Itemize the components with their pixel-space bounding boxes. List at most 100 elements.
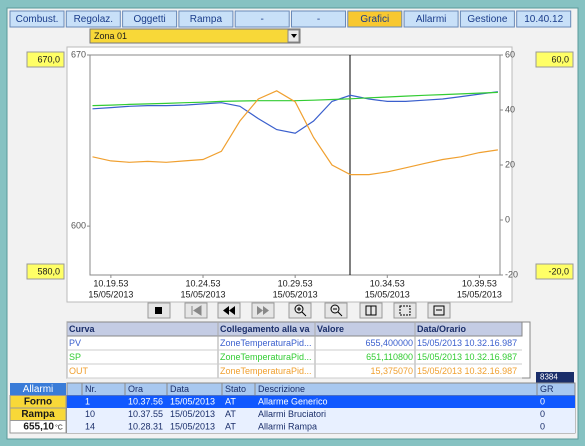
y2-tick-label: -20 [505, 269, 518, 279]
zone-select: Zona 01 [94, 31, 127, 41]
tab-label: - [261, 14, 264, 25]
scale-box [535, 263, 574, 280]
alarm-header-label: Stato [225, 384, 246, 394]
tab-label: Rampa [190, 14, 223, 25]
x-tick-label: 10.24.53 [185, 278, 220, 288]
x-tick-label: 10.39.53 [462, 278, 497, 288]
curve-link: ZoneTemperaturaPid... [220, 352, 312, 362]
zoom-in-button[interactable] [288, 302, 312, 319]
zoom-out-button[interactable] [324, 302, 348, 319]
alarm-row[interactable] [67, 395, 575, 409]
alarm-cell: 0 [540, 421, 545, 431]
alarm-row[interactable] [67, 420, 575, 434]
icon [333, 308, 343, 317]
curve-link: ZoneTemperaturaPid... [220, 366, 312, 376]
y2-tick-label: 0 [505, 214, 510, 224]
alarm-cell: 0 [540, 409, 545, 419]
alarm-title: Allarmi [23, 384, 54, 395]
unit: °C [55, 423, 63, 431]
counter-box [536, 372, 574, 383]
tab[interactable] [403, 10, 459, 28]
y-tick-label: 600 [71, 220, 86, 230]
scale-label: 60,0 [551, 54, 569, 64]
counter: 8384 [540, 373, 558, 382]
curve-name: PV [69, 338, 81, 348]
icon [365, 305, 377, 316]
icon [297, 307, 307, 317]
reading-box [9, 420, 67, 434]
alarm-title-box[interactable] [10, 383, 66, 396]
tab[interactable] [9, 10, 65, 28]
reading: 655,10 [23, 422, 54, 433]
tab[interactable] [459, 10, 515, 28]
icon [223, 306, 235, 315]
dropdown-arrow [291, 34, 297, 38]
curve-link: ZoneTemperaturaPid... [220, 338, 312, 348]
tab[interactable] [178, 10, 234, 28]
x-tick-label: 10.29.53 [278, 278, 313, 288]
series-line [92, 91, 498, 107]
alarm-row[interactable] [67, 408, 575, 421]
curve-value: 655,400000 [365, 338, 413, 348]
alarm-cell: 15/05/2013 [170, 409, 215, 419]
scale-label: -20,0 [548, 266, 569, 276]
alarm-cell: 15/05/2013 [170, 421, 215, 431]
scale-box [26, 263, 65, 280]
alarm-header-label: Ora [128, 384, 143, 394]
alarm-cell: Allarme Generico [258, 396, 328, 406]
tab-label: - [317, 14, 320, 25]
alarm-header-label: Descrizione [258, 384, 305, 394]
alarm-cell: 14 [85, 421, 95, 431]
scale-box [535, 51, 574, 68]
alarm-cell: AT [225, 421, 236, 431]
tab[interactable] [347, 10, 403, 28]
label: Forno [24, 397, 52, 408]
alarm-header-label: Nr. [85, 384, 97, 394]
tab[interactable] [291, 10, 346, 28]
tab[interactable] [516, 10, 572, 28]
icon [155, 307, 162, 314]
tab-label: Oggetti [133, 14, 165, 25]
curve-time: 15/05/2013 10.32.16.987 [417, 366, 517, 376]
icon [330, 304, 340, 314]
plot-area [89, 54, 501, 276]
y-tick-label: 670 [71, 49, 86, 59]
alarm-cell: 10.37.56 [128, 396, 163, 406]
icon [191, 305, 202, 316]
table-header-label: Curva [69, 324, 96, 334]
curve-name: SP [69, 352, 81, 362]
tab-label: Combust. [16, 14, 59, 25]
x-tick-date: 15/05/2013 [457, 289, 502, 299]
x-tick-date: 15/05/2013 [88, 289, 133, 299]
curve-value: 15,375070 [370, 366, 413, 376]
tab[interactable] [234, 10, 290, 28]
icon [257, 306, 269, 315]
x-tick-label: 10.34.53 [370, 278, 405, 288]
zone-dropdown[interactable] [89, 28, 301, 44]
alarm-cell: Allarmi Rampa [258, 421, 317, 431]
y2-tick-label: 60 [505, 49, 515, 59]
tab-label: Allarmi [416, 14, 447, 25]
alarm-cell: AT [225, 396, 236, 406]
tab[interactable] [65, 10, 121, 28]
x-tick-label: 10.19.53 [93, 278, 128, 288]
alarm-cell: 10.28.31 [128, 421, 163, 431]
x-tick-date: 15/05/2013 [365, 289, 410, 299]
alarm-cell: 1 [85, 396, 90, 406]
alarm-cell: 10 [85, 409, 95, 419]
toolbar [147, 302, 451, 319]
alarm-cell: 15/05/2013 [170, 396, 215, 406]
icon [294, 304, 304, 314]
zoom-area-button[interactable] [393, 302, 417, 319]
scale-label: 670,0 [37, 54, 60, 64]
y2-tick-label: 40 [505, 104, 515, 114]
curve-name: OUT [69, 366, 89, 376]
y2-tick-label: 20 [505, 159, 515, 169]
tab-label: Grafici [360, 14, 389, 25]
curve-time: 15/05/2013 10.32.16.987 [417, 352, 517, 362]
tab[interactable] [122, 10, 178, 28]
label: Rampa [21, 409, 55, 420]
icon [399, 305, 411, 316]
tab-label: 10.40.12 [524, 14, 563, 25]
alarm-cell: Allarmi Bruciatori [258, 409, 326, 419]
